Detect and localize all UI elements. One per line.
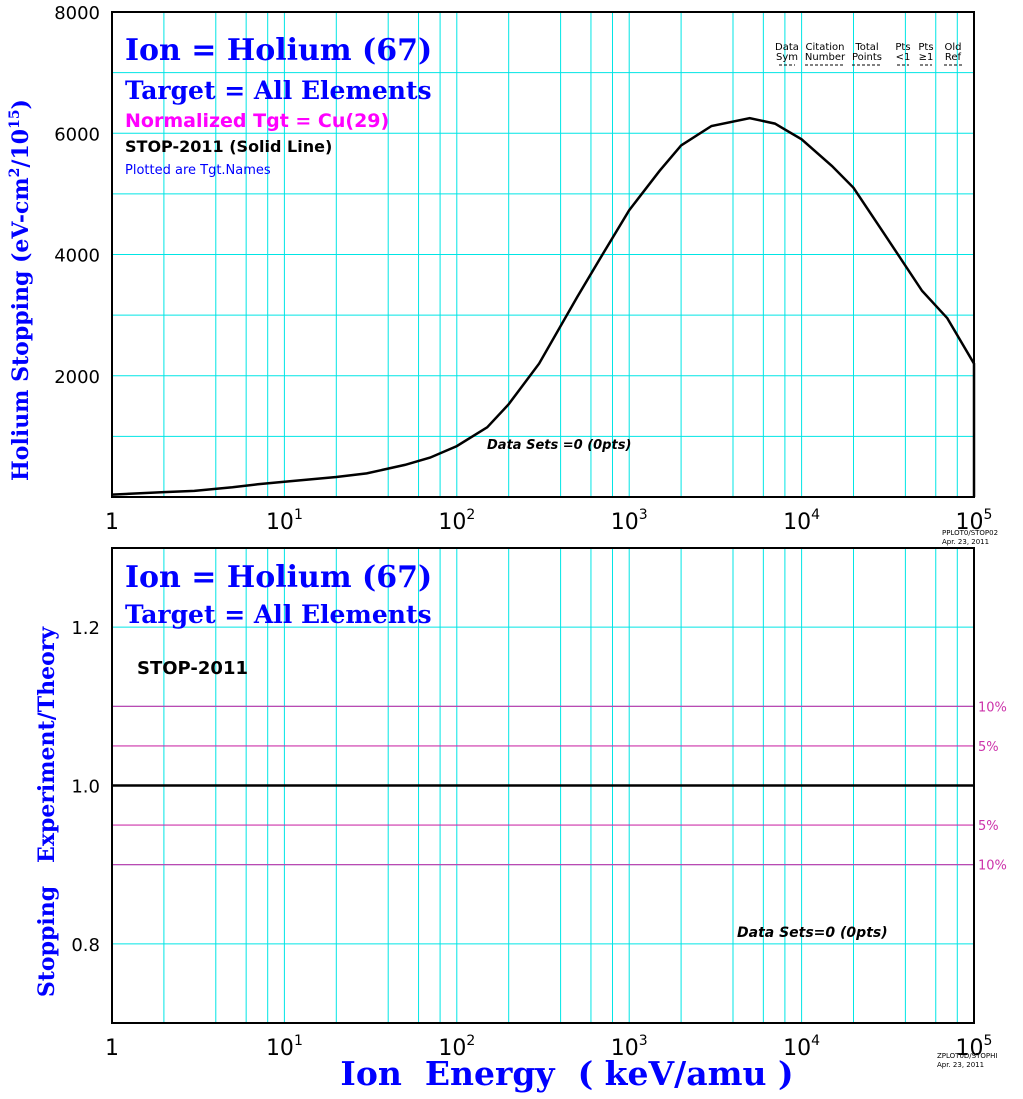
- top-y-tick-labels: 2000 4000 6000 8000: [54, 3, 100, 388]
- legend-header-cell: Pts: [918, 42, 933, 53]
- top-stamp-id: PPLOT0/STOP02: [942, 529, 998, 537]
- reference-line-label: 5%: [978, 819, 999, 834]
- legend-header: Data Citation Total Pts Pts Old Sym Number Point…: [775, 42, 962, 66]
- reference-line-label: 5%: [978, 740, 999, 755]
- bottom-title-ion: Ion = Holium (67): [125, 560, 432, 595]
- x-axis-label: Ion Energy ( keV/amu ): [340, 1054, 793, 1093]
- y-tick-label: 4000: [54, 246, 100, 267]
- x-tick-label: 102: [438, 507, 475, 535]
- bottom-stamp-id: ZPLOT0D/STOPHI: [937, 1052, 997, 1060]
- x-tick-label: 103: [611, 1033, 648, 1061]
- legend-header-cell: Sym: [776, 52, 798, 63]
- x-tick-label: 102: [438, 1033, 475, 1061]
- top-annotation: Data Sets =0 (0pts): [487, 438, 631, 453]
- x-tick-label: 103: [611, 507, 648, 535]
- top-title-target: Target = All Elements: [125, 76, 432, 105]
- bottom-panel-frame: [111, 547, 975, 1024]
- top-title-plotted: Plotted are Tgt.Names: [125, 163, 271, 178]
- x-tick-label: 1: [105, 510, 119, 535]
- bottom-title-stop: STOP-2011: [137, 658, 248, 679]
- legend-header-cell: Data: [775, 42, 799, 53]
- x-tick-label: 104: [783, 1033, 820, 1061]
- legend-header-cell: Pts: [895, 42, 910, 53]
- top-title-stop: STOP-2011 (Solid Line): [125, 137, 332, 156]
- top-stamp-date: Apr. 23, 2011: [942, 538, 989, 546]
- legend-header-cell: Total: [854, 42, 878, 53]
- top-x-tick-labels: 1 101 102 103 104 105: [105, 507, 992, 535]
- legend-header-cell: ≥1: [919, 52, 934, 63]
- y-tick-label: 0.8: [71, 935, 100, 956]
- x-tick-label: 104: [783, 507, 820, 535]
- top-panel-frame: [111, 11, 975, 498]
- y-tick-label: 6000: [54, 124, 100, 145]
- y-tick-label: 8000: [54, 3, 100, 24]
- legend-header-cell: Points: [852, 52, 882, 63]
- x-tick-label: 1: [105, 1036, 119, 1061]
- legend-header-cell: Number: [805, 52, 846, 63]
- y-tick-label: 2000: [54, 367, 100, 388]
- bottom-x-tick-labels: 1 101 102 103 104 105: [105, 1033, 992, 1061]
- top-panel-grid: [112, 12, 974, 497]
- legend-header-cell: Old: [945, 42, 962, 53]
- bottom-annotation: Data Sets=0 (0pts): [737, 925, 888, 941]
- top-y-axis-label: Holium Stopping (eV-cm2/1015): [7, 99, 34, 481]
- y-tick-label: 1.2: [71, 618, 100, 639]
- bottom-y-axis-label: Stopping Experiment/Theory: [34, 626, 60, 998]
- x-tick-label: 101: [266, 1033, 303, 1061]
- reference-line-label: 10%: [978, 859, 1007, 874]
- x-tick-label: 105: [956, 507, 993, 535]
- y-tick-label: 1.0: [71, 777, 100, 798]
- x-tick-label: 105: [956, 1033, 993, 1061]
- reference-line-label: 10%: [978, 700, 1007, 715]
- bottom-reference-lines: 10% 5% 5% 10%: [112, 700, 1007, 874]
- legend-header-cell: Citation: [806, 42, 845, 53]
- legend-header-cell: Ref: [945, 52, 962, 63]
- legend-header-cell: <1: [896, 52, 911, 63]
- x-tick-label: 101: [266, 507, 303, 535]
- bottom-stamp-date: Apr. 23, 2011: [937, 1061, 984, 1069]
- stop-2011-curve: [111, 116, 976, 497]
- top-title-ion: Ion = Holium (67): [125, 33, 432, 68]
- bottom-y-tick-labels: 0.8 1.0 1.2: [71, 618, 100, 956]
- bottom-title-target: Target = All Elements: [125, 600, 432, 629]
- top-title-normalized: Normalized Tgt = Cu(29): [125, 110, 389, 132]
